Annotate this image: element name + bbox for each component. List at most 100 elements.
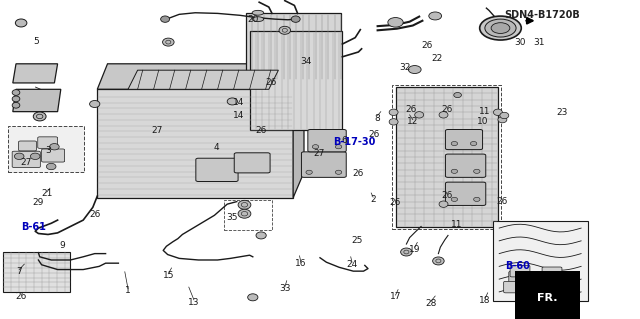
Ellipse shape	[480, 16, 521, 40]
Ellipse shape	[47, 163, 56, 170]
Text: 30: 30	[515, 38, 526, 47]
FancyBboxPatch shape	[542, 267, 562, 278]
Text: 33: 33	[279, 284, 291, 293]
Text: SDN4-B1720B: SDN4-B1720B	[515, 302, 569, 311]
Ellipse shape	[161, 16, 170, 22]
Polygon shape	[13, 89, 61, 112]
Text: SDN4-B1720B: SDN4-B1720B	[504, 10, 580, 20]
Text: 22: 22	[431, 54, 443, 63]
Text: B-17-30: B-17-30	[333, 137, 375, 147]
Text: 32: 32	[399, 63, 411, 72]
Text: 26: 26	[15, 292, 27, 300]
Text: 2: 2	[371, 195, 376, 204]
Text: 26: 26	[89, 210, 100, 219]
Text: FR.: FR.	[537, 293, 557, 303]
FancyBboxPatch shape	[528, 271, 547, 285]
Bar	[250, 31, 342, 130]
Text: 29: 29	[33, 198, 44, 207]
Text: B-60: B-60	[505, 261, 529, 271]
FancyBboxPatch shape	[509, 271, 528, 285]
Ellipse shape	[389, 109, 398, 115]
Ellipse shape	[500, 112, 509, 119]
Ellipse shape	[90, 100, 100, 108]
Ellipse shape	[451, 197, 458, 202]
Text: 11: 11	[451, 220, 462, 229]
Text: 18: 18	[479, 296, 491, 305]
Ellipse shape	[50, 144, 60, 150]
Text: 1: 1	[125, 286, 131, 295]
Text: 20: 20	[247, 15, 259, 24]
Ellipse shape	[470, 142, 477, 145]
Ellipse shape	[15, 19, 27, 27]
Text: 23: 23	[556, 108, 568, 117]
Text: 26: 26	[441, 105, 452, 114]
Text: 19: 19	[409, 245, 420, 254]
Ellipse shape	[279, 26, 291, 34]
Ellipse shape	[493, 109, 502, 115]
Text: 28: 28	[425, 299, 436, 308]
Ellipse shape	[335, 170, 342, 174]
Ellipse shape	[485, 19, 516, 37]
Ellipse shape	[291, 16, 300, 22]
Ellipse shape	[415, 112, 424, 118]
Ellipse shape	[12, 102, 20, 108]
Text: 6: 6	[342, 136, 347, 145]
FancyBboxPatch shape	[445, 130, 483, 150]
Ellipse shape	[31, 153, 40, 160]
Bar	[224, 200, 272, 230]
Ellipse shape	[451, 169, 458, 174]
Text: 26: 26	[441, 191, 452, 200]
FancyBboxPatch shape	[445, 182, 486, 205]
Text: 31: 31	[534, 38, 545, 47]
Ellipse shape	[256, 232, 266, 239]
Ellipse shape	[401, 248, 412, 256]
Ellipse shape	[33, 112, 46, 121]
Text: 26: 26	[497, 197, 508, 206]
Ellipse shape	[439, 201, 448, 207]
FancyBboxPatch shape	[42, 149, 65, 162]
Text: 3: 3	[45, 146, 51, 155]
Text: 27: 27	[151, 126, 163, 135]
Ellipse shape	[451, 142, 458, 145]
Text: 27: 27	[313, 149, 324, 158]
FancyBboxPatch shape	[445, 154, 486, 177]
Ellipse shape	[248, 294, 258, 301]
Text: 4: 4	[214, 143, 219, 152]
Ellipse shape	[388, 18, 403, 27]
Bar	[246, 13, 341, 80]
Ellipse shape	[163, 38, 174, 46]
Text: 21: 21	[41, 189, 52, 198]
FancyBboxPatch shape	[38, 137, 58, 148]
Text: B-61: B-61	[21, 222, 45, 232]
Polygon shape	[293, 64, 304, 198]
Bar	[3, 252, 70, 292]
Polygon shape	[128, 70, 278, 89]
FancyBboxPatch shape	[529, 282, 549, 293]
Text: 14: 14	[233, 111, 244, 120]
Text: 14: 14	[233, 98, 244, 107]
Text: 16: 16	[295, 259, 307, 268]
Bar	[8, 126, 84, 172]
Text: 26: 26	[255, 126, 267, 135]
Text: 5: 5	[34, 37, 39, 46]
FancyBboxPatch shape	[504, 281, 524, 293]
Text: 10: 10	[477, 117, 489, 126]
FancyBboxPatch shape	[12, 151, 40, 167]
Ellipse shape	[14, 153, 24, 160]
Text: 24: 24	[346, 260, 358, 269]
Text: 27: 27	[20, 158, 31, 167]
FancyBboxPatch shape	[301, 152, 346, 177]
Ellipse shape	[498, 116, 507, 123]
Ellipse shape	[227, 98, 237, 105]
Text: 7: 7	[17, 267, 22, 276]
Ellipse shape	[454, 93, 461, 98]
Bar	[396, 87, 498, 227]
Text: 15: 15	[163, 271, 174, 280]
Ellipse shape	[429, 12, 442, 20]
FancyBboxPatch shape	[196, 158, 238, 182]
Ellipse shape	[433, 257, 444, 265]
Text: 26: 26	[265, 78, 276, 87]
Text: 17: 17	[390, 292, 401, 301]
Polygon shape	[13, 64, 58, 83]
Polygon shape	[97, 64, 304, 89]
